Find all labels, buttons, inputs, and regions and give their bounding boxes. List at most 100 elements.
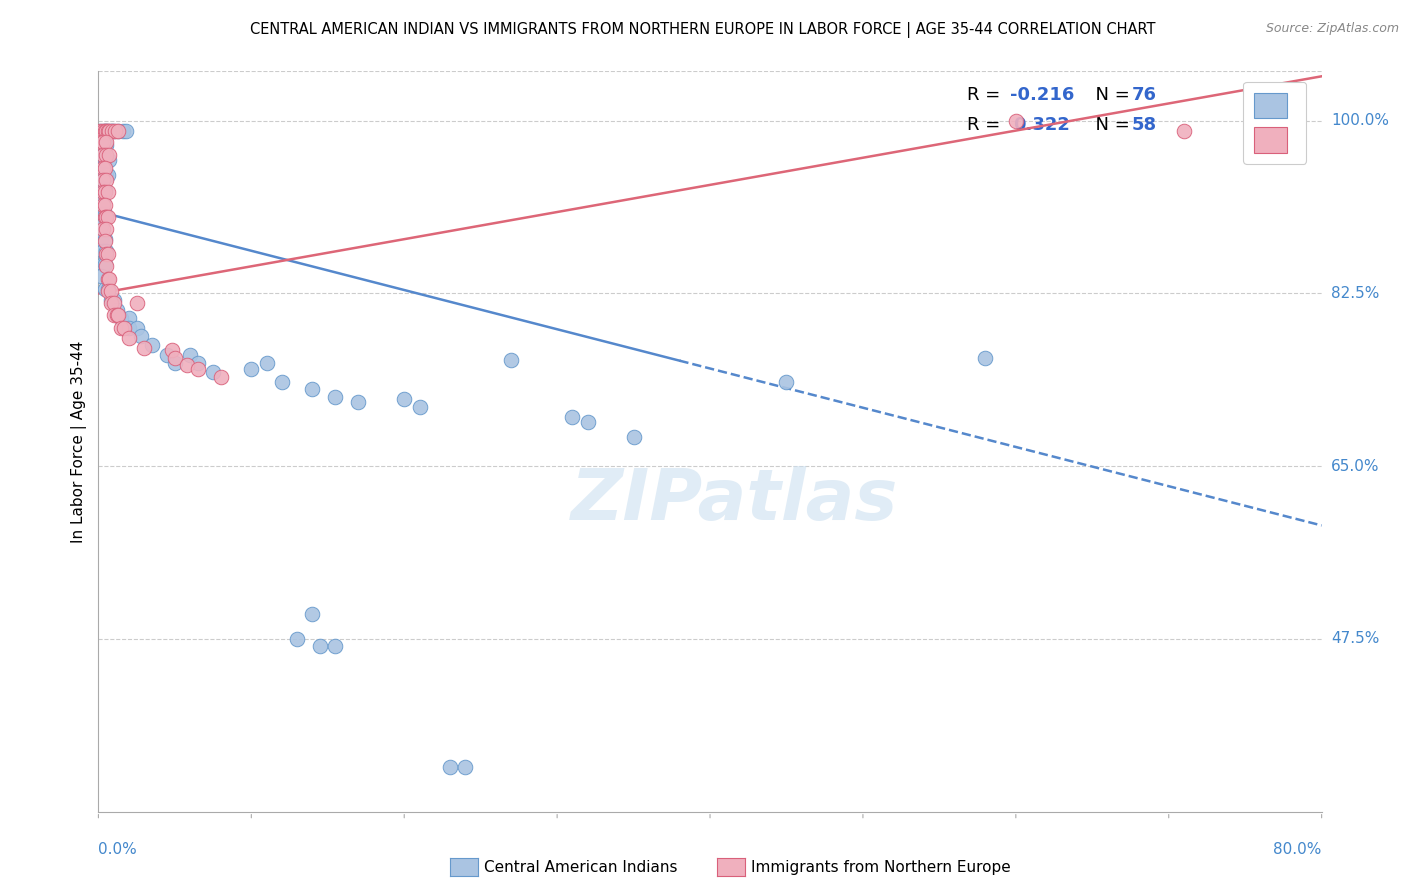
Point xyxy=(118,321,141,335)
Legend: , : , xyxy=(1243,82,1306,163)
Point xyxy=(94,138,117,153)
Point xyxy=(325,390,347,404)
Point xyxy=(90,168,112,182)
Point xyxy=(160,343,183,357)
Point xyxy=(97,185,120,199)
Point xyxy=(98,148,121,162)
Point xyxy=(93,211,115,225)
Point xyxy=(98,153,121,168)
Point xyxy=(104,123,127,137)
Point xyxy=(94,247,117,261)
Text: 58: 58 xyxy=(1132,116,1157,134)
Point xyxy=(974,351,997,365)
Point xyxy=(90,207,112,221)
Point xyxy=(1173,123,1195,137)
Text: 80.0%: 80.0% xyxy=(1274,842,1322,857)
Point xyxy=(97,123,120,137)
Point xyxy=(100,284,122,298)
Point xyxy=(115,123,138,137)
Point xyxy=(103,123,125,137)
Point xyxy=(125,296,148,310)
Point xyxy=(93,234,115,248)
Point xyxy=(97,281,120,295)
Point xyxy=(101,123,124,137)
Point xyxy=(775,376,797,390)
Point xyxy=(90,194,112,209)
Point xyxy=(91,183,114,197)
Point xyxy=(91,173,114,187)
Point xyxy=(209,370,232,384)
Point xyxy=(1004,113,1026,128)
Point xyxy=(93,161,115,175)
Point xyxy=(94,222,117,236)
Point xyxy=(93,153,115,168)
Point xyxy=(112,321,135,335)
Y-axis label: In Labor Force | Age 35-44: In Labor Force | Age 35-44 xyxy=(72,341,87,542)
Point xyxy=(309,639,332,653)
Point xyxy=(93,207,115,221)
Point xyxy=(94,123,117,137)
Point xyxy=(187,355,209,369)
Point xyxy=(91,257,114,271)
Text: Central American Indians: Central American Indians xyxy=(484,860,678,874)
Point xyxy=(98,123,121,137)
Point xyxy=(134,341,156,355)
Text: 0.322: 0.322 xyxy=(1014,116,1070,134)
Point xyxy=(129,329,152,343)
Point xyxy=(97,247,120,261)
Point xyxy=(90,183,112,197)
Point xyxy=(91,222,114,236)
Point xyxy=(91,123,114,137)
Point xyxy=(240,362,263,376)
Point xyxy=(285,632,308,646)
Point xyxy=(107,123,129,137)
Point xyxy=(163,355,186,369)
Point xyxy=(187,362,209,376)
Point xyxy=(89,123,111,137)
Point xyxy=(91,136,114,150)
Text: Source: ZipAtlas.com: Source: ZipAtlas.com xyxy=(1265,22,1399,36)
Point xyxy=(97,123,120,137)
Text: 47.5%: 47.5% xyxy=(1331,632,1379,647)
Point xyxy=(89,123,111,137)
Point xyxy=(90,153,112,168)
Point xyxy=(91,194,114,209)
Point xyxy=(179,348,201,362)
Point xyxy=(107,123,129,137)
Point xyxy=(347,395,370,409)
Point xyxy=(93,123,115,137)
Point xyxy=(100,293,122,308)
Point xyxy=(101,123,124,137)
Point xyxy=(118,331,141,345)
Text: 82.5%: 82.5% xyxy=(1331,286,1379,301)
Text: 100.0%: 100.0% xyxy=(1331,113,1389,128)
Point xyxy=(454,760,477,774)
Point xyxy=(576,415,599,429)
Point xyxy=(176,358,198,372)
Text: N =: N = xyxy=(1084,116,1136,134)
Point xyxy=(202,366,225,380)
Point xyxy=(94,148,117,162)
Point xyxy=(105,303,128,318)
Point xyxy=(94,123,117,137)
Point xyxy=(103,296,125,310)
Point xyxy=(110,321,132,335)
Point xyxy=(93,138,115,153)
Point xyxy=(408,400,430,414)
Point xyxy=(94,168,117,182)
Point xyxy=(93,123,115,137)
Point xyxy=(97,271,120,285)
Text: R =: R = xyxy=(967,116,1005,134)
Point xyxy=(103,308,125,322)
Point xyxy=(94,244,117,258)
Text: 65.0%: 65.0% xyxy=(1331,458,1379,474)
Point xyxy=(392,392,416,406)
Point xyxy=(97,211,120,225)
Point xyxy=(93,183,115,197)
Text: R =: R = xyxy=(967,86,1005,104)
Point xyxy=(270,376,292,390)
Point xyxy=(91,161,114,175)
Point xyxy=(91,185,114,199)
Text: -0.216: -0.216 xyxy=(1010,86,1074,104)
Point xyxy=(93,197,115,211)
